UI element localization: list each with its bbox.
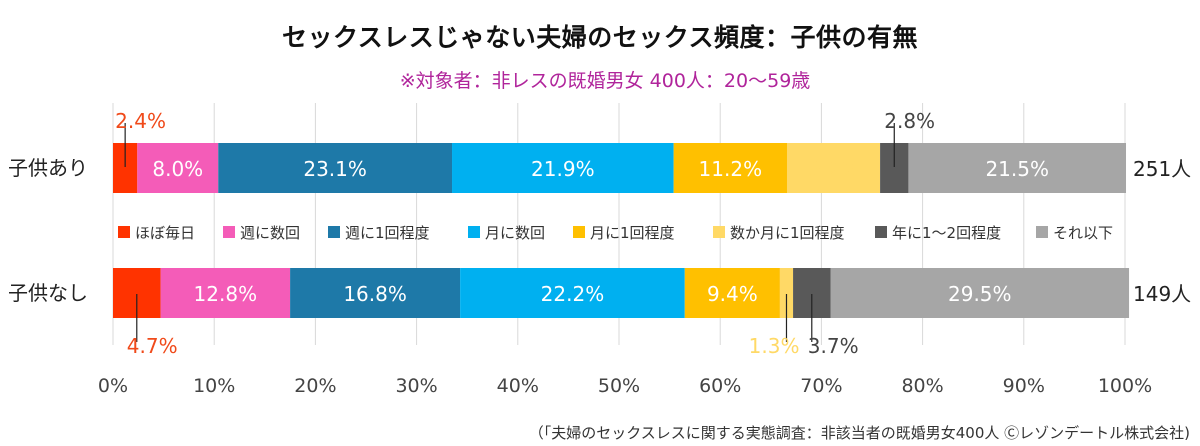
row-total-count: 149人 — [1133, 282, 1191, 306]
bar-segment — [218, 143, 453, 193]
x-tick-label: 30% — [395, 375, 437, 397]
data-label: 2.8% — [884, 109, 935, 133]
data-label: 21.5% — [985, 157, 1049, 181]
legend-swatch — [1036, 226, 1048, 238]
x-tick-label: 40% — [497, 375, 539, 397]
x-tick-label: 20% — [294, 375, 336, 397]
source-footnote: （「夫婦のセックスレスに関する実態調査：非該当者の既婚男女400人 Ⓒレゾンデー… — [528, 424, 1190, 442]
bar-segment — [786, 143, 881, 193]
x-tick-label: 50% — [598, 375, 640, 397]
data-label: 2.4% — [115, 109, 166, 133]
data-label: 11.2% — [699, 157, 763, 181]
legend-label: ほぼ毎日 — [135, 224, 195, 242]
legend-label: 週に数回 — [240, 224, 300, 242]
legend-swatch — [573, 226, 585, 238]
legend-label: 年に1～2回程度 — [892, 224, 1001, 242]
chart-title: セックスレスじゃない夫婦のセックス頻度：子供の有無 — [281, 23, 918, 52]
data-label: 9.4% — [707, 282, 758, 306]
data-label: 3.7% — [808, 334, 859, 358]
data-label: 21.9% — [531, 157, 595, 181]
category-label: 子供なし — [8, 281, 88, 305]
row-total-count: 251人 — [1133, 157, 1191, 181]
chart-subtitle: ※対象者：非レスの既婚男女 400人：20～59歳 — [399, 70, 811, 92]
legend-label: 数か月に1回程度 — [730, 224, 845, 242]
data-label: 23.1% — [303, 157, 367, 181]
legend-label: 週に1回程度 — [345, 224, 430, 242]
legend-swatch — [118, 226, 130, 238]
legend-label: 月に1回程度 — [590, 224, 675, 242]
bar-segment — [830, 268, 1130, 318]
bar-segment — [673, 143, 787, 193]
data-label: 4.7% — [127, 334, 178, 358]
x-tick-label: 100% — [1098, 375, 1152, 397]
bar-segment — [137, 143, 219, 193]
legend-label: それ以下 — [1053, 224, 1113, 242]
data-label: 12.8% — [194, 282, 258, 306]
legend-swatch — [223, 226, 235, 238]
category-label: 子供あり — [8, 156, 88, 180]
x-tick-label: 60% — [699, 375, 741, 397]
bar-segment — [452, 143, 674, 193]
legend-swatch — [328, 226, 340, 238]
legend-swatch — [468, 226, 480, 238]
bar-segment — [779, 268, 794, 318]
bar-segment — [160, 268, 291, 318]
x-tick-label: 70% — [800, 375, 842, 397]
data-label: 1.3% — [749, 334, 800, 358]
data-label: 9.2% — [808, 157, 859, 181]
x-tick-label: 10% — [193, 375, 235, 397]
x-tick-label: 0% — [98, 375, 128, 397]
legend-swatch — [713, 226, 725, 238]
bar-segment — [684, 268, 780, 318]
data-label: 22.2% — [541, 282, 605, 306]
data-label: 29.5% — [948, 282, 1012, 306]
data-label: 8.0% — [152, 157, 203, 181]
bar-segment — [908, 143, 1127, 193]
x-tick-label: 90% — [1003, 375, 1045, 397]
bar-segment — [460, 268, 685, 318]
legend-swatch — [875, 226, 887, 238]
bar-segment — [290, 268, 461, 318]
data-label: 16.8% — [343, 282, 407, 306]
x-tick-label: 80% — [901, 375, 943, 397]
legend-label: 月に数回 — [485, 224, 545, 242]
